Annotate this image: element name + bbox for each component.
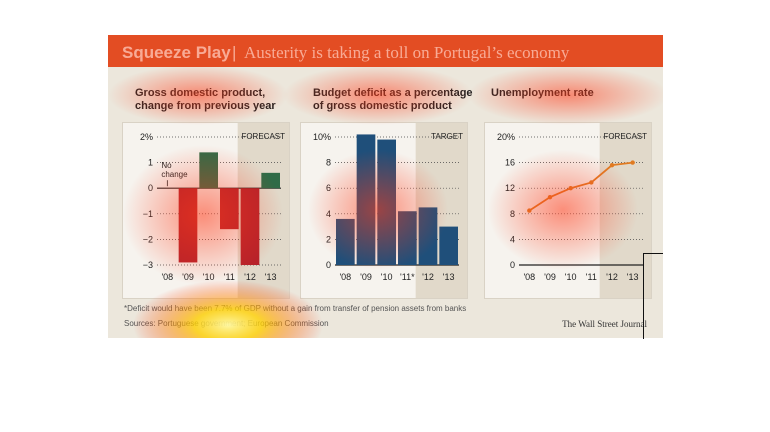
axis-marker-vertical bbox=[643, 253, 644, 339]
bar bbox=[398, 211, 417, 265]
headline: Squeeze Play bbox=[122, 43, 231, 62]
x-tick-label: '09 bbox=[360, 272, 372, 282]
x-tick-label: '11 bbox=[224, 272, 235, 282]
y-tick-label: −2 bbox=[143, 234, 153, 244]
x-tick-label: '10 bbox=[381, 272, 393, 282]
headline-separator: | bbox=[232, 43, 237, 62]
bar bbox=[418, 207, 438, 265]
shade-label: TARGET bbox=[431, 132, 463, 141]
y-tick-label: −3 bbox=[143, 260, 153, 270]
chart-svg-1: TARGET 10% 8 6 4 2 0 '08 '09 '10 '11* '12 '13 bbox=[313, 123, 467, 298]
deficit-chart-title: Budget deficit as a percentage of gross … bbox=[313, 87, 473, 112]
bar bbox=[240, 188, 260, 265]
x-tick-label: '13 bbox=[443, 272, 455, 282]
x-tick-label: '10 bbox=[565, 272, 577, 282]
subheadline: Austerity is taking a toll on Portugal’s… bbox=[244, 43, 570, 62]
chart-svg-0: FORECAST 2% 1 0 −1 −2 −3 '08 '09 '10 '11 '12 '13 Noch… bbox=[140, 123, 289, 298]
y-tick-label: 4 bbox=[510, 234, 515, 244]
y-tick-label: 20% bbox=[497, 132, 515, 142]
x-tick-label: '11 bbox=[586, 272, 597, 282]
shade-label: FORECAST bbox=[241, 132, 285, 141]
data-point bbox=[630, 160, 635, 165]
y-tick-label: 6 bbox=[326, 183, 331, 193]
y-tick-label: 2 bbox=[326, 234, 331, 244]
bar bbox=[261, 172, 280, 189]
bar bbox=[336, 218, 355, 265]
x-tick-label: '10 bbox=[203, 272, 215, 282]
data-point bbox=[609, 162, 615, 168]
y-tick-label: 2% bbox=[140, 132, 153, 142]
x-tick-label: '08 bbox=[339, 272, 351, 282]
gdp-chart-panel: FORECAST 2% 1 0 −1 −2 −3 '08 '09 '10 '11 '12 '13 No ch… bbox=[122, 122, 290, 299]
bar bbox=[439, 226, 458, 265]
y-tick-label: 8 bbox=[510, 209, 515, 219]
x-tick-label: '09 bbox=[544, 272, 556, 282]
x-tick-label: '12 bbox=[606, 272, 618, 282]
axis-marker-horizontal bbox=[643, 253, 663, 254]
x-tick-label: '13 bbox=[627, 272, 639, 282]
bar bbox=[356, 134, 376, 265]
gdp-chart-title: Gross domestic product, change from prev… bbox=[135, 87, 276, 112]
x-tick-label: '09 bbox=[182, 272, 194, 282]
bar bbox=[178, 188, 198, 263]
x-tick-label: '12 bbox=[244, 272, 256, 282]
y-tick-label: 0 bbox=[510, 260, 515, 270]
y-tick-label: 8 bbox=[326, 158, 331, 168]
data-point bbox=[589, 180, 594, 185]
y-tick-label: 12 bbox=[505, 183, 515, 193]
data-point bbox=[547, 194, 553, 200]
x-tick-label: '13 bbox=[265, 272, 277, 282]
data-point bbox=[568, 186, 573, 191]
shade-label: FORECAST bbox=[603, 132, 647, 141]
deficit-chart-panel: TARGET 10% 8 6 4 2 0 '08 '09 '10 '11* '12 '13 bbox=[300, 122, 468, 299]
y-tick-label: 4 bbox=[326, 209, 331, 219]
y-tick-label: 0 bbox=[148, 183, 153, 193]
chart-svg-2: FORECAST 20% 16 12 8 4 0 '08 '09 '10 '11 '12 '13 bbox=[497, 123, 651, 298]
header-banner: Squeeze Play | Austerity is taking a tol… bbox=[108, 35, 663, 67]
bar bbox=[377, 139, 396, 265]
footnote: *Deficit would have been 7.7% of GDP wit… bbox=[124, 304, 467, 313]
y-tick-label: 10% bbox=[313, 132, 331, 142]
data-point bbox=[527, 208, 532, 213]
infographic: Squeeze Play | Austerity is taking a tol… bbox=[108, 35, 663, 338]
annotation-text: No bbox=[161, 161, 172, 170]
y-tick-label: 1 bbox=[148, 158, 153, 168]
source-note: Sources: Portuguese government; European… bbox=[124, 319, 329, 328]
bar bbox=[220, 188, 239, 230]
x-tick-label: '12 bbox=[422, 272, 434, 282]
x-tick-label: '08 bbox=[523, 272, 535, 282]
publisher-credit: The Wall Street Journal bbox=[562, 319, 647, 329]
unemployment-chart-title: Unemployment rate bbox=[491, 87, 594, 99]
bar bbox=[199, 152, 218, 189]
y-tick-label: −1 bbox=[143, 209, 153, 219]
y-tick-label: 16 bbox=[505, 158, 515, 168]
unemployment-chart-panel: FORECAST 20% 16 12 8 4 0 '08 '09 '10 '11 '12 '13 bbox=[484, 122, 652, 299]
x-tick-label: '08 bbox=[161, 272, 173, 282]
annotation-text: change bbox=[161, 170, 188, 179]
x-tick-label: '11* bbox=[400, 272, 415, 282]
y-tick-label: 0 bbox=[326, 260, 331, 270]
